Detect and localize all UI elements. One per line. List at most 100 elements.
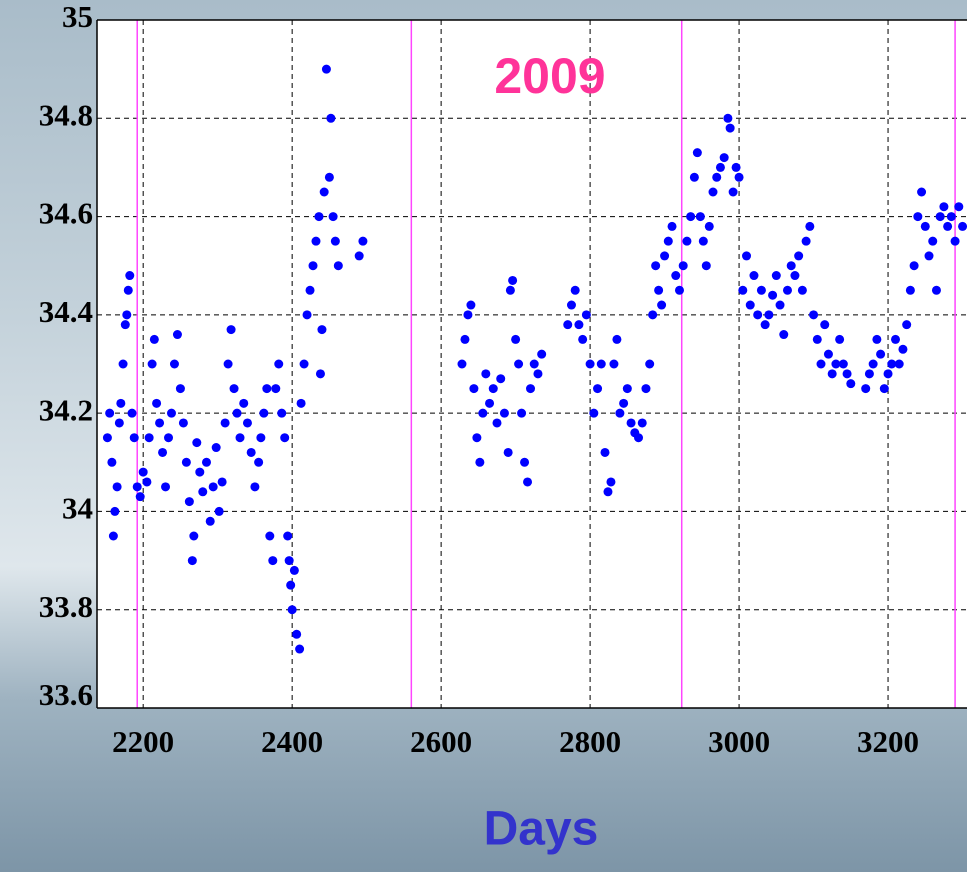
data-point <box>321 64 331 74</box>
data-point <box>308 261 318 271</box>
data-point <box>917 187 927 197</box>
data-point <box>311 236 321 246</box>
data-point <box>283 531 293 541</box>
data-point <box>708 187 718 197</box>
data-point <box>229 384 239 394</box>
data-point <box>488 384 498 394</box>
data-point <box>820 320 830 330</box>
data-point <box>523 477 533 487</box>
x-tick-label: 3000 <box>708 724 770 759</box>
data-point <box>499 408 509 418</box>
data-point <box>615 408 625 418</box>
data-point <box>315 369 325 379</box>
data-point <box>879 384 889 394</box>
data-point <box>328 212 338 222</box>
data-point <box>242 418 252 428</box>
data-point <box>475 457 485 467</box>
data-point <box>211 443 221 453</box>
data-point <box>302 310 312 320</box>
data-point <box>603 487 613 497</box>
data-point <box>505 285 515 295</box>
data-point <box>208 482 218 492</box>
data-point <box>585 359 595 369</box>
data-point <box>496 374 506 384</box>
data-point <box>286 580 296 590</box>
y-tick-label: 34.4 <box>39 294 93 329</box>
data-point <box>689 172 699 182</box>
data-point <box>110 506 120 516</box>
data-point <box>265 531 275 541</box>
data-point <box>950 236 960 246</box>
data-point <box>187 556 197 566</box>
data-point <box>271 384 281 394</box>
data-point <box>105 408 115 418</box>
data-point <box>472 433 482 443</box>
data-point <box>460 334 470 344</box>
data-point <box>827 369 837 379</box>
data-point <box>842 369 852 379</box>
data-point <box>909 261 919 271</box>
data-point <box>663 236 673 246</box>
data-point <box>723 113 733 123</box>
data-point <box>138 467 148 477</box>
data-point <box>262 384 272 394</box>
data-point <box>753 310 763 320</box>
x-tick-label: 2600 <box>410 724 472 759</box>
ticks: 33.6 33.8 34 34.2 34.4 34.6 34.8 35 2200 2400 2600… <box>39 0 919 759</box>
data-point <box>192 438 202 448</box>
data-point <box>742 251 752 261</box>
data-point <box>563 320 573 330</box>
data-point <box>457 359 467 369</box>
data-point <box>894 359 904 369</box>
data-point <box>533 369 543 379</box>
data-point <box>581 310 591 320</box>
data-point <box>872 334 882 344</box>
data-point <box>517 408 527 418</box>
data-point <box>574 320 584 330</box>
data-point <box>184 497 194 507</box>
y-tick-label: 34.6 <box>39 196 93 231</box>
data-point <box>704 221 714 231</box>
data-point <box>330 236 340 246</box>
data-point <box>954 202 964 212</box>
data-point <box>928 236 938 246</box>
data-point <box>326 113 336 123</box>
data-point <box>682 236 692 246</box>
data-point <box>760 320 770 330</box>
data-point <box>514 359 524 369</box>
data-point <box>152 398 162 408</box>
data-point <box>529 359 539 369</box>
data-point <box>274 359 284 369</box>
data-point <box>175 384 185 394</box>
data-point <box>189 531 199 541</box>
data-point <box>698 236 708 246</box>
data-point <box>169 359 179 369</box>
data-point <box>728 187 738 197</box>
data-point <box>612 334 622 344</box>
data-point <box>295 644 305 654</box>
data-point <box>805 221 815 231</box>
data-point <box>232 408 242 418</box>
data-point <box>838 359 848 369</box>
data-point <box>149 334 159 344</box>
data-point <box>268 556 278 566</box>
data-point <box>217 477 227 487</box>
data-point <box>626 418 636 428</box>
data-point <box>667 221 677 231</box>
data-point <box>596 359 606 369</box>
data-point <box>120 320 130 330</box>
data-point <box>463 310 473 320</box>
data-point <box>609 359 619 369</box>
data-point <box>958 221 967 231</box>
data-point <box>537 349 547 359</box>
data-point <box>178 418 188 428</box>
data-point <box>511 334 521 344</box>
data-point <box>314 212 324 222</box>
data-point <box>816 359 826 369</box>
data-point <box>172 330 182 340</box>
data-point <box>738 285 748 295</box>
data-point <box>887 359 897 369</box>
data-point <box>715 162 725 172</box>
data-point <box>734 172 744 182</box>
data-point <box>674 285 684 295</box>
